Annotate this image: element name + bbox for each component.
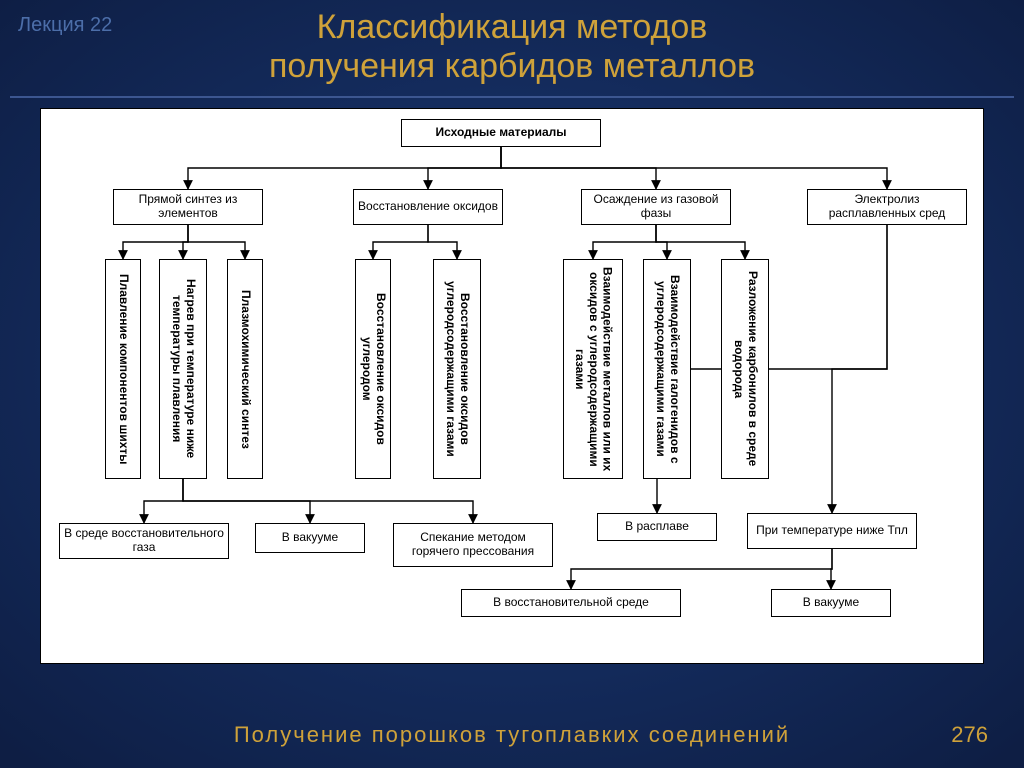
node-v5: Восстановление оксидов углеродсодержащим… (433, 259, 481, 479)
node-b6: В восстановительной среде (461, 589, 681, 617)
node-b7: В вакууме (771, 589, 891, 617)
node-m2: Восстановление оксидов (353, 189, 503, 225)
node-v4: Восстановление оксидов углеродом (355, 259, 391, 479)
title-line-2: получения карбидов металлов (269, 47, 755, 85)
node-b1: В среде восстановительного газа (59, 523, 229, 559)
node-m3: Осаждение из газовой фазы (581, 189, 731, 225)
node-v8: Разложение карбонилов в среде водорода (721, 259, 769, 479)
node-b5: При температуре ниже Тпл (747, 513, 917, 549)
page-title: Классификация методов получения карбидов… (0, 8, 1024, 86)
title-rule (10, 96, 1014, 98)
node-v2: Нагрев при температуре ниже температуры … (159, 259, 207, 479)
node-root: Исходные материалы (401, 119, 601, 147)
slide-number: 276 (951, 722, 988, 748)
node-m1: Прямой синтез из элементов (113, 189, 263, 225)
node-v1: Плавление компонентов шихты (105, 259, 141, 479)
node-m4: Электролиз расплавленных сред (807, 189, 967, 225)
node-v7: Взаимодействие галогенидов с углеродсоде… (643, 259, 691, 479)
node-v6: Взаимодействие металлов или их оксидов с… (563, 259, 623, 479)
node-b3: Спекание методом горячего прессования (393, 523, 553, 567)
title-line-1: Классификация методов (317, 8, 708, 46)
node-v3: Плазмохимический синтез (227, 259, 263, 479)
footer-text: Получение порошков тугоплавких соединени… (0, 722, 1024, 748)
node-b2: В вакууме (255, 523, 365, 553)
diagram-area: Исходные материалы Прямой синтез из элеме… (40, 108, 984, 664)
slide: Лекция 22 Классификация методов получени… (0, 0, 1024, 768)
node-b4: В расплаве (597, 513, 717, 541)
